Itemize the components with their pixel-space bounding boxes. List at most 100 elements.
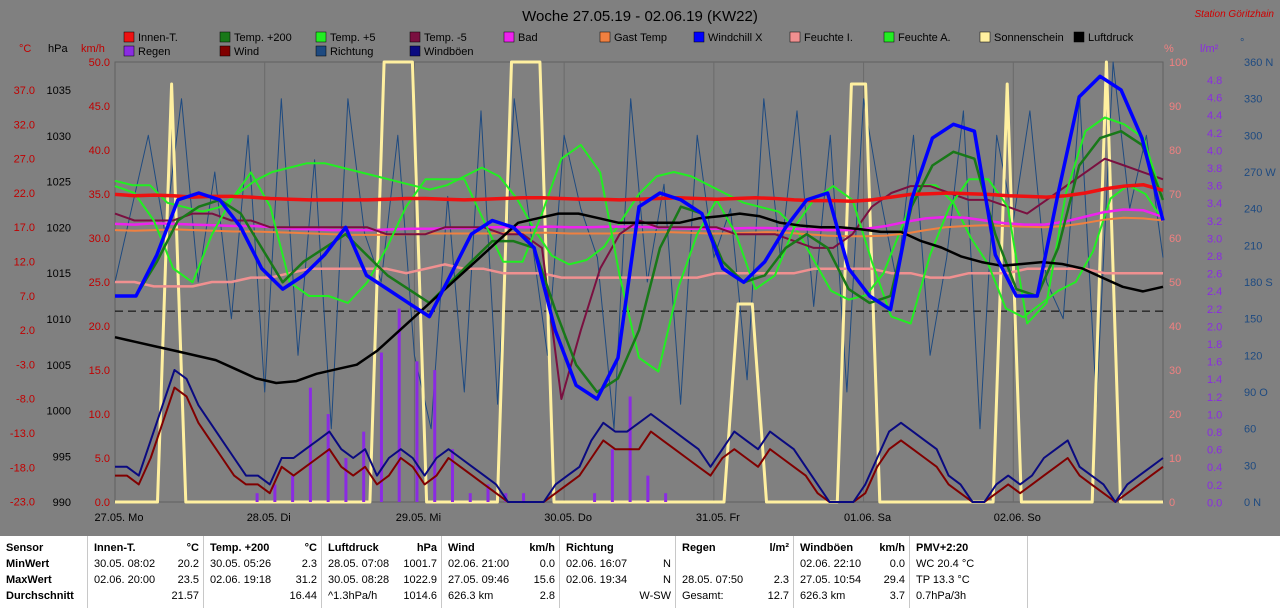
legend: Innen-T. Temp. +200 Temp. +5 Temp. -5 Bad Gas… [123, 31, 1134, 58]
legend-swatch [315, 45, 327, 57]
stats-avg-value: 21.57 [171, 590, 199, 602]
percent-tick: 10 [1169, 453, 1181, 465]
stats-sensor-name: Regen [682, 542, 716, 554]
stats-avg-value [997, 588, 1023, 604]
stats-sensor-name: Innen-T. [94, 542, 136, 554]
stats-label-sensor: Sensor [6, 542, 44, 554]
rain-bar [255, 493, 259, 502]
stats-header: Windböen km/h [800, 540, 905, 556]
celsius-tick: -3.0 [16, 359, 35, 371]
stats-max-row: TP 13.3 °C [916, 572, 1023, 588]
deg-tick: 60 [1244, 424, 1256, 436]
stats-min-value: 2.3 [301, 558, 317, 570]
stats-max-value [997, 572, 1023, 588]
stats-min-value [997, 556, 1023, 572]
lm2-tick: 1.6 [1207, 357, 1222, 369]
stats-max-value: 2.3 [773, 574, 789, 586]
series-line-innen-t [114, 183, 1164, 203]
stats-avg-label [566, 588, 639, 604]
kmh-tick: 10.0 [89, 409, 110, 421]
series-line-windchill-x [115, 74, 1165, 401]
stats-min-row: 02.06. 21:00 0.0 [448, 556, 555, 572]
station-name: Station Göritzhain [1195, 9, 1275, 20]
rain-bar [486, 484, 490, 502]
legend-label: Temp. +200 [234, 32, 292, 44]
percent-tick: 90 [1169, 101, 1181, 113]
hpa-tick: 990 [53, 497, 71, 509]
rain-bar [610, 449, 614, 502]
celsius-tick: -8.0 [16, 394, 35, 406]
hpa-tick: 1005 [47, 360, 71, 372]
stats-min-value [763, 556, 789, 572]
plot-area [114, 60, 1165, 504]
stats-unit: l/m² [769, 542, 789, 554]
stats-header: Regen l/m² [682, 540, 789, 556]
percent-tick: 70 [1169, 189, 1181, 201]
stats-min-row: WC 20.4 °C [916, 556, 1023, 572]
legend-label: Wind [234, 46, 259, 58]
stats-min-time: 28.05. 07:08 [328, 558, 390, 570]
lm2-tick: 3.8 [1207, 163, 1222, 175]
celsius-tick: 27.0 [14, 154, 35, 166]
stats-min-value: 0.0 [539, 558, 555, 570]
rain-bar [522, 493, 526, 502]
percent-tick: 40 [1169, 321, 1181, 333]
stats-min-value: N [663, 558, 671, 570]
lm2-tick: 0.0 [1207, 497, 1222, 509]
stats-max-value: N [663, 574, 671, 586]
lm2-tick: 2.6 [1207, 269, 1222, 281]
stats-max-row: 30.05. 08:28 1022.9 [328, 572, 437, 588]
stats-avg-label [210, 588, 289, 604]
stats-min-value: 20.2 [177, 558, 199, 570]
legend-label: Luftdruck [1088, 32, 1134, 44]
percent-tick: 80 [1169, 145, 1181, 157]
legend-label: Regen [138, 46, 170, 58]
legend-label: Sonnenschein [994, 32, 1064, 44]
celsius-tick: -18.0 [10, 462, 35, 474]
stats-max-row: 27.05. 09:46 15.6 [448, 572, 555, 588]
stats-column: Temp. +200 °C 30.05. 05:26 2.3 02.06. 19:18 3… [204, 536, 322, 608]
stats-unit: km/h [529, 542, 555, 554]
lm2-tick: 3.2 [1207, 216, 1222, 228]
day-label: 31.05. Fr [696, 512, 740, 524]
stats-column: Wind km/h 02.06. 21:00 0.0 27.05. 09:46 15.6 6… [442, 536, 560, 608]
stats-min-row [682, 556, 789, 572]
stats-max-row: 27.05. 10:54 29.4 [800, 572, 905, 588]
axes: 27.05. Mo 28.05. Di 29.05. Mi 30.05. Do 31.0… [10, 37, 1276, 524]
stats-avg-row: 21.57 [94, 588, 199, 604]
rain-bar [450, 449, 454, 502]
stats-max-value: 1022.9 [403, 574, 437, 586]
percent-tick: 0 [1169, 497, 1175, 509]
deg-tick: 150 [1244, 314, 1262, 326]
rain-bar [379, 352, 383, 502]
stats-column: Windböen km/h 02.06. 22:10 0.0 27.05. 10:54 2… [794, 536, 910, 608]
hpa-tick: 1010 [47, 314, 71, 326]
rain-bar [397, 308, 401, 502]
rain-bar [593, 493, 597, 502]
stats-column: Luftdruck hPa 28.05. 07:08 1001.7 30.05. 08:… [322, 536, 442, 608]
lm2-tick: 1.0 [1207, 409, 1222, 421]
stats-avg-value: 2.8 [539, 590, 555, 602]
stats-unit: °C [186, 542, 199, 554]
stats-header: Innen-T. °C [94, 540, 199, 556]
stats-max-time: 27.05. 09:46 [448, 574, 510, 586]
stats-min-time: 02.06. 16:07 [566, 558, 628, 570]
rain-bar [415, 361, 419, 502]
stats-min-row: 30.05. 08:02 20.2 [94, 556, 199, 572]
deg-tick: 90 O [1244, 387, 1268, 399]
stats-max-time: 27.05. 10:54 [800, 574, 862, 586]
rain-bar [273, 484, 277, 502]
legend-swatch [219, 31, 231, 43]
celsius-tick: 12.0 [14, 257, 35, 269]
stats-min-row: 02.06. 22:10 0.0 [800, 556, 905, 572]
day-label: 01.06. Sa [844, 512, 892, 524]
rain-bar [326, 414, 330, 502]
hpa-tick: 1035 [47, 85, 71, 97]
unit-lm2: l/m² [1200, 43, 1219, 55]
stats-max-value: 29.4 [883, 574, 905, 586]
stats-avg-row: 0.7hPa/3h [916, 588, 1023, 604]
deg-tick: 300 [1244, 130, 1262, 142]
kmh-tick: 0.0 [95, 497, 110, 509]
deg-tick: 240 [1244, 204, 1262, 216]
stats-sensor-name: Richtung [566, 542, 614, 554]
